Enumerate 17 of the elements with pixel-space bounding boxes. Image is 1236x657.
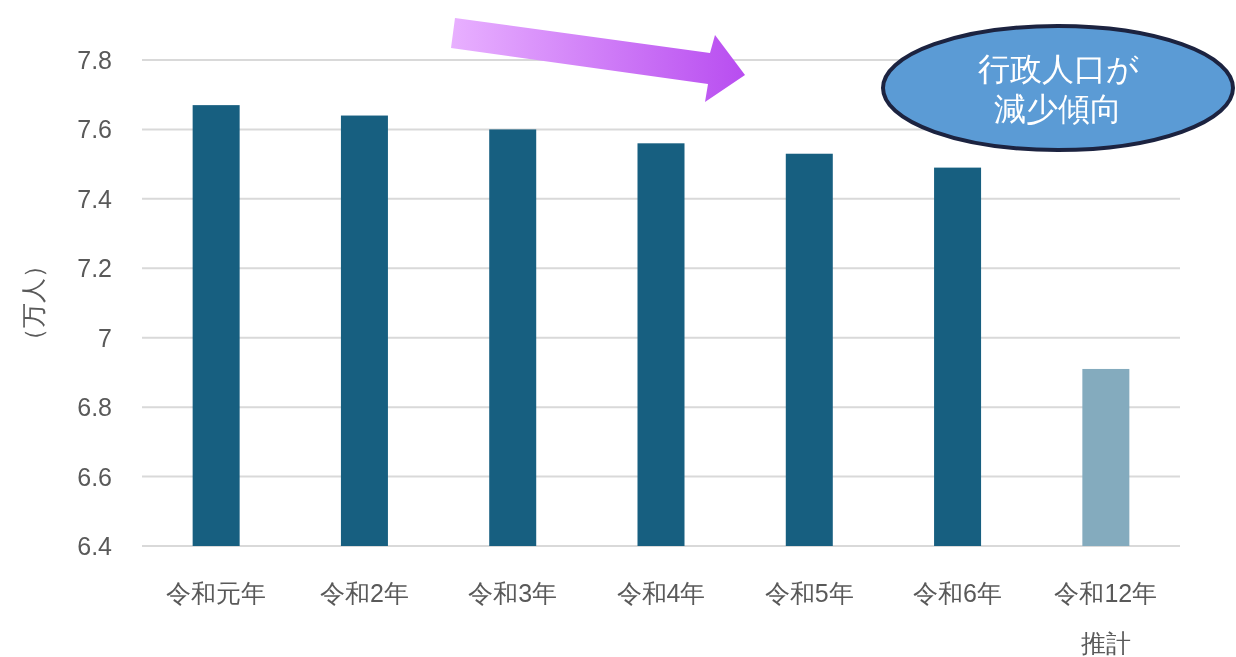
x-tick-label: 令和6年	[913, 579, 1003, 607]
y-axis-title: （万人）	[19, 253, 47, 353]
y-tick-label: 6.4	[77, 532, 113, 560]
y-tick-label: 7.6	[77, 115, 112, 144]
x-tick-label: 令和2年	[319, 579, 409, 607]
y-tick-label: 6.8	[77, 393, 112, 422]
y-tick-label: 7.8	[77, 46, 112, 74]
annotation: 行政人口が減少傾向	[977, 51, 1139, 127]
x-tick-label: 令和3年	[468, 579, 558, 607]
x-tick-label: 令和12年推計	[1054, 579, 1158, 657]
y-tick-label: 6.6	[77, 462, 112, 491]
y-tick-label: 7.4	[77, 184, 113, 213]
y-tick-label: 7.2	[77, 254, 112, 283]
x-tick-label: 令和5年	[764, 579, 854, 607]
x-tick-label: 令和4年	[616, 579, 706, 607]
y-tick-label: 7	[98, 323, 112, 352]
x-tick-label: 令和元年	[166, 579, 267, 607]
